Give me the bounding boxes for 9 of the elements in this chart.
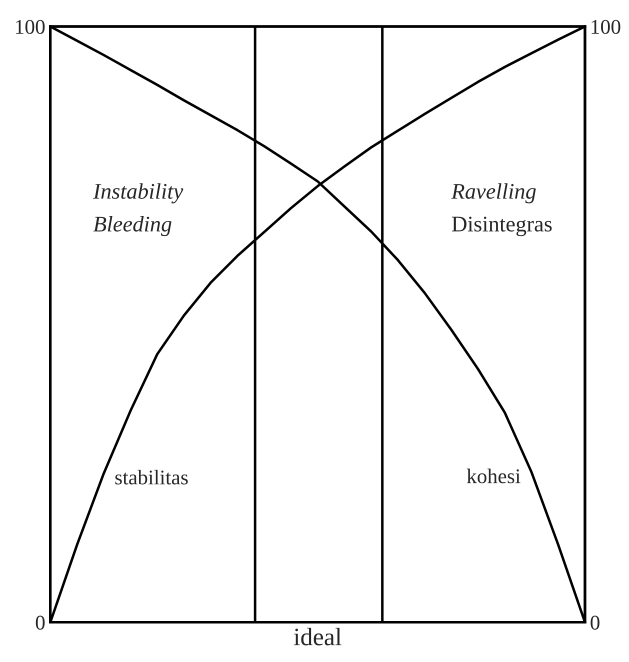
annotation: Disintegras (452, 216, 552, 236)
series-label: kohesi (466, 468, 520, 484)
series-label: stabilitas (115, 470, 188, 485)
annotation: Ravelling (451, 183, 536, 204)
annotation: Instability (93, 183, 184, 204)
x-axis-title: ideal (294, 628, 342, 646)
y2-tick-label: 100 (592, 20, 620, 34)
y2-tick-label: 0 (590, 616, 600, 630)
annotation: Bleeding (93, 216, 172, 236)
